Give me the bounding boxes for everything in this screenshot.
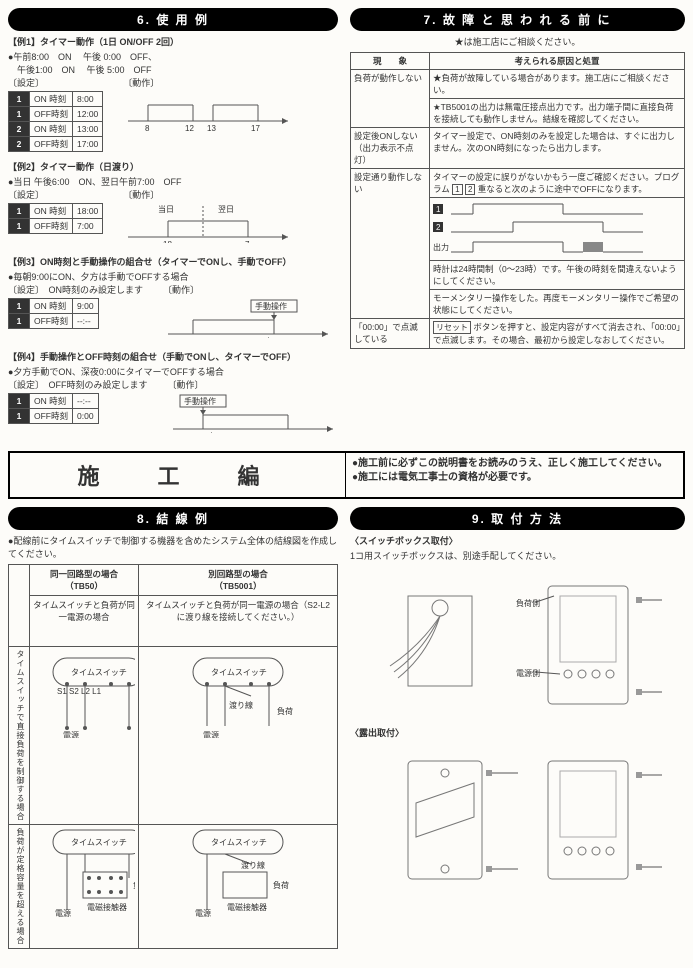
installation-banner: 施 工 編 ●施工前に必ずこの説明書をお読みのうえ、正しく施工してください。 ●… <box>8 451 685 499</box>
ex4-op-label: 〔動作〕 <box>168 378 339 391</box>
ex1-heading: 【例1】タイマー動作（1日 ON/OFF 2回） <box>8 35 338 48</box>
ex1-setting-table: 1ON 時刻8:00 1OFF時刻12:00 2ON 時刻13:00 2OFF時… <box>8 91 103 152</box>
exposed-mount-diagram <box>350 743 685 893</box>
section-7-title: 7. 故 障 と 思 わ れ る 前 に <box>350 8 685 31</box>
svg-text:2: 2 <box>436 223 441 232</box>
sec8-lead: ●配線前にタイムスイッチで制御する機器を含めたシステム全体の結線図を作成してくだ… <box>8 534 338 560</box>
ex3-heading: 【例3】ON時刻と手動操作の組合せ（タイマーでONし、手動でOFF） <box>8 255 338 268</box>
ex2-heading: 【例2】タイマー動作（日渡り） <box>8 160 338 173</box>
sec7-star-note: ★は施工店にご相談ください。 <box>350 35 685 48</box>
ex1-op-label: 〔動作〕 <box>123 76 338 89</box>
svg-text:電源: 電源 <box>55 909 71 918</box>
svg-text:8: 8 <box>145 124 150 131</box>
svg-text:1: 1 <box>436 205 441 214</box>
trouble-table: 現 象 考えられる原因と処置 負荷が動作しない ★負荷が故障している場合がありま… <box>350 52 685 349</box>
ex2-setting-table: 1ON 時刻18:00 1OFF時刻7:00 <box>8 203 103 234</box>
svg-text:モーメンタリーOFF: モーメンタリーOFF <box>233 337 305 338</box>
ex2-timeline: 当日 翌日 18 7 <box>123 203 293 243</box>
ex3-line1: ●毎朝9:00にON、夕方は手動でOFFする場合 <box>8 270 338 283</box>
svg-text:タイムスイッチ: タイムスイッチ <box>71 838 127 847</box>
ex1-line1: ●午前8:00 ON 午後 0:00 OFF、 <box>8 50 338 63</box>
svg-text:電源: 電源 <box>203 731 219 738</box>
wiring-table: 同一回路型の場合（TB50） 別回路型の場合（TB5001） タイムスイッチと負… <box>8 564 338 949</box>
ex4-setting-table: 1ON 時刻--:-- 1OFF時刻0:00 <box>8 393 99 424</box>
svg-text:当日: 当日 <box>158 204 174 214</box>
svg-text:18: 18 <box>163 240 172 243</box>
ex3-setting-table: 1ON 時刻9:00 1OFF時刻--:-- <box>8 298 99 329</box>
banner-line2: ●施工には電気工事士の資格が必要です。 <box>352 471 677 485</box>
svg-text:17: 17 <box>251 124 260 131</box>
ex2-line1: ●当日 午後6:00 ON、翌日午前7:00 OFF <box>8 175 338 188</box>
ex1-set-label: 〔設定〕 <box>8 76 103 89</box>
svg-text:渡り線: 渡り線 <box>241 860 265 870</box>
svg-text:手動操作: 手動操作 <box>255 301 287 311</box>
sec9-box-heading: 〈スイッチボックス取付〉 <box>350 534 685 547</box>
ex1-timeline: 8 12 13 17 <box>123 91 293 131</box>
svg-text:9: 9 <box>190 337 195 338</box>
svg-text:出力: 出力 <box>433 242 449 252</box>
svg-text:翌日: 翌日 <box>218 205 234 214</box>
svg-text:S1 S2 L2 L1: S1 S2 L2 L1 <box>57 687 102 696</box>
ex2-set-label: 〔設定〕 <box>8 188 103 201</box>
svg-text:7: 7 <box>245 240 250 243</box>
svg-text:電源: 電源 <box>63 731 79 738</box>
svg-text:0: 0 <box>285 432 290 433</box>
wiring-diagram-a1: タイムスイッチ S1 S2 L2 L1 電源 負荷 <box>33 650 135 740</box>
ex2-op-label: 〔動作〕 <box>123 188 338 201</box>
section-8-title: 8. 結 線 例 <box>8 507 338 530</box>
reset-button-label: リセット <box>433 321 471 334</box>
svg-text:タイムスイッチ: タイムスイッチ <box>71 668 127 677</box>
svg-text:12: 12 <box>185 124 194 131</box>
svg-text:タイムスイッチ: タイムスイッチ <box>211 838 267 847</box>
svg-text:負荷: 負荷 <box>133 880 135 890</box>
ex3-op-label: 〔動作〕 <box>163 283 338 296</box>
svg-text:負荷: 負荷 <box>273 880 289 890</box>
ex3-set-label: 〔設定〕 ON時刻のみ設定します <box>8 283 143 296</box>
ex4-heading: 【例4】手動操作とOFF時刻の組合せ（手動でONし、タイマーでOFF） <box>8 350 338 363</box>
svg-text:電磁接触器: 電磁接触器 <box>227 902 267 912</box>
ex4-set-label: 〔設定〕 OFF時刻のみ設定します <box>8 378 148 391</box>
svg-text:渡り線: 渡り線 <box>229 700 253 710</box>
sec9-box-note: 1コ用スイッチボックスは、別途手配してください。 <box>350 549 685 562</box>
banner-line1: ●施工前に必ずこの説明書をお読みのうえ、正しく施工してください。 <box>352 457 677 471</box>
ex3-timeline: 手動操作 9 モーメンタリーOFF <box>163 298 333 338</box>
svg-text:電源側: 電源側 <box>516 668 540 678</box>
switchbox-mount-diagram: 負荷側 電源側 <box>350 566 685 716</box>
svg-text:手動操作: 手動操作 <box>184 396 216 406</box>
svg-text:電磁接触器: 電磁接触器 <box>87 902 127 912</box>
svg-text:負荷側: 負荷側 <box>516 598 540 608</box>
svg-text:負荷: 負荷 <box>277 706 293 716</box>
svg-text:電源: 電源 <box>195 909 211 918</box>
section-9-title: 9. 取 付 方 法 <box>350 507 685 530</box>
sec9-exposed-heading: 〈露出取付〉 <box>350 726 685 739</box>
svg-text:13: 13 <box>207 124 216 131</box>
svg-text:モーメンタリーON: モーメンタリーON <box>176 432 244 433</box>
section-6-title: 6. 使 用 例 <box>8 8 338 31</box>
svg-text:タイムスイッチ: タイムスイッチ <box>211 668 267 677</box>
ex4-line1: ●夕方手動でON、深夜0:00にタイマーでOFFする場合 <box>8 365 338 378</box>
wiring-diagram-a2: タイムスイッチ 電源 負荷 電磁接触器 <box>33 828 135 918</box>
overlap-diagram: 1 1 2 出力 <box>433 200 653 256</box>
ex1-line2: 午後1:00 ON 午後 5:00 OFF <box>8 63 338 76</box>
banner-title: 施 工 編 <box>10 453 346 497</box>
wiring-diagram-b2: タイムスイッチ 渡り線 電源 負荷 電磁接触器 <box>142 828 334 918</box>
ex4-timeline: 手動操作 モーメンタリーON 0 <box>168 393 338 433</box>
wiring-diagram-b1: タイムスイッチ 渡り線 電源 負荷 <box>142 650 334 740</box>
